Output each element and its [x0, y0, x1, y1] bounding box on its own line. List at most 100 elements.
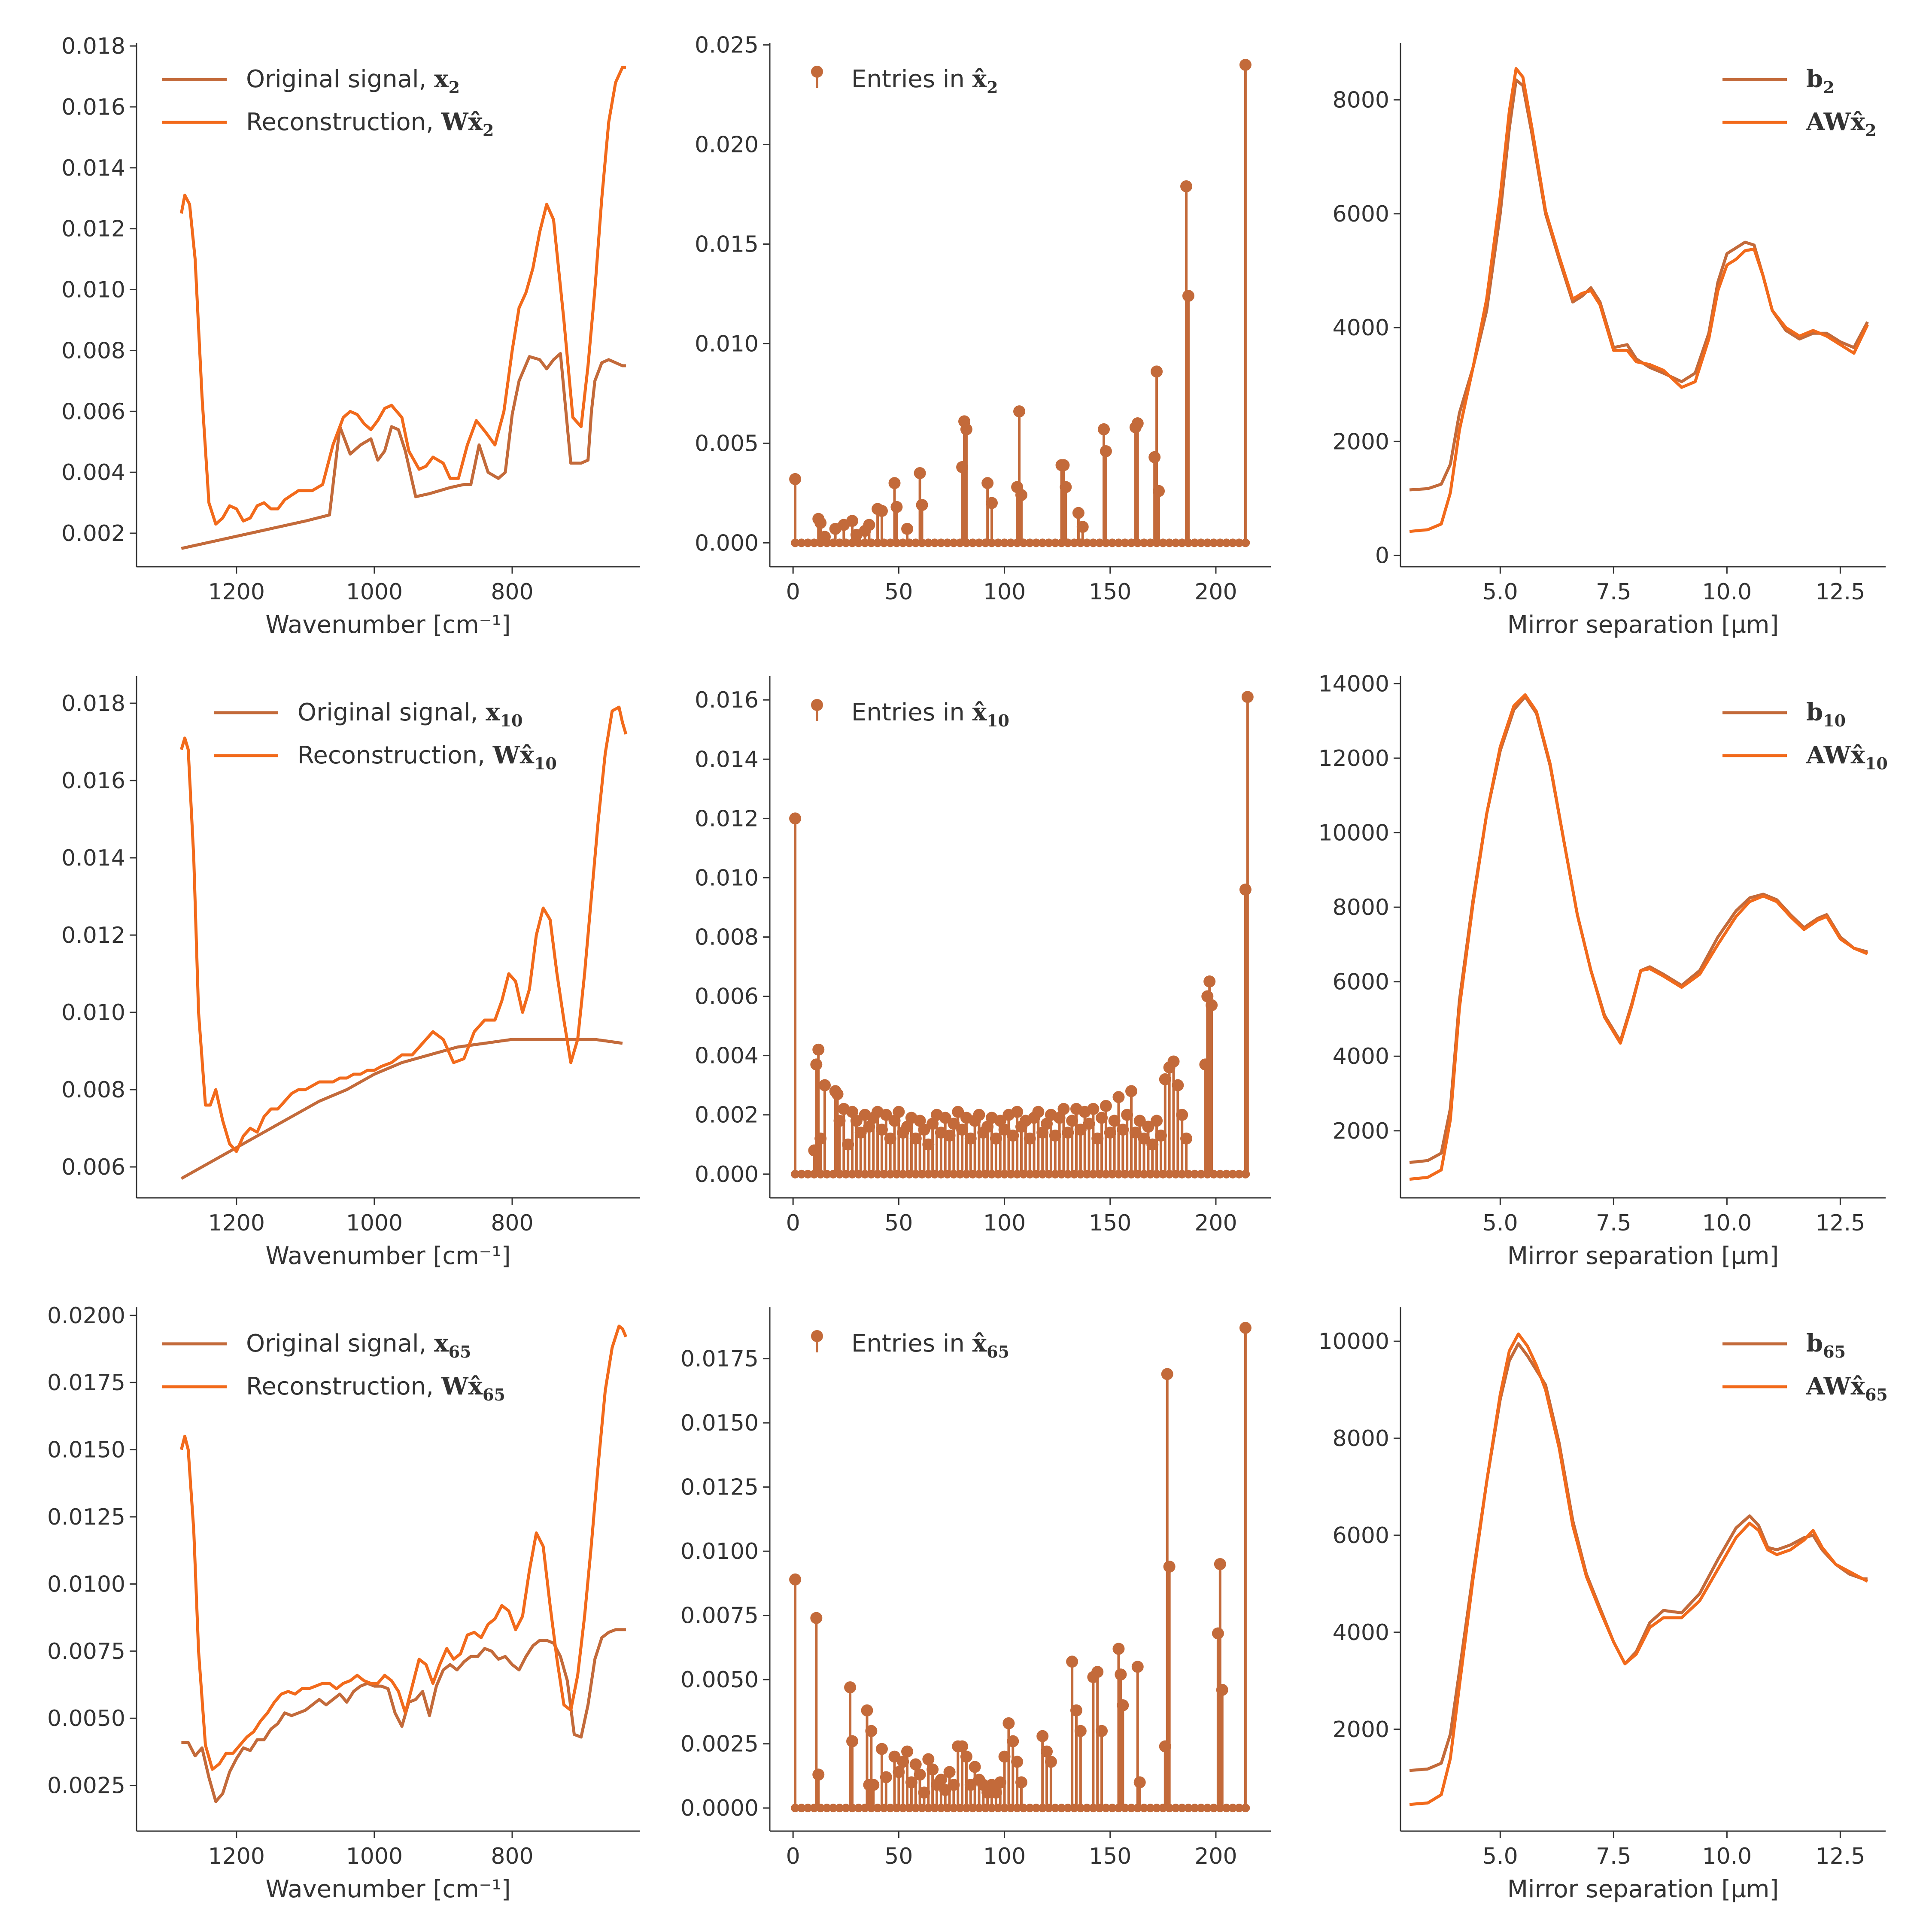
y-tick-label: 0.0100: [47, 1571, 125, 1597]
stem-zero-marker: [1006, 538, 1015, 547]
y-tick-label: 6000: [1333, 201, 1389, 227]
y-tick-label: 0.014: [695, 747, 759, 772]
legend-subscript: 2: [449, 78, 460, 97]
stem-zero-marker: [1222, 538, 1231, 547]
stem-marker: [927, 1763, 939, 1776]
stem-zero-marker: [899, 538, 908, 547]
y-tick-label: 0.004: [61, 460, 125, 486]
stem-marker: [789, 812, 802, 825]
y-tick-label: 8000: [1333, 1426, 1389, 1452]
y-tick-label: 0.016: [695, 687, 759, 713]
stem-zero-marker: [1051, 1804, 1060, 1813]
stem-marker: [1176, 1109, 1188, 1121]
stem-marker: [812, 1043, 825, 1056]
y-tick-label: 0.006: [61, 1154, 125, 1180]
x-tick-label: 1200: [208, 1844, 265, 1869]
stem-marker: [1096, 1725, 1108, 1737]
y-tick-label: 0.020: [695, 132, 759, 158]
x-tick-label: 0: [786, 579, 800, 605]
stem-zero-marker: [1178, 538, 1187, 547]
y-tick-label: 0.0075: [680, 1603, 759, 1629]
stem-zero-marker: [1121, 538, 1130, 547]
stem-zero-marker: [911, 538, 920, 547]
x-tick-label: 150: [1089, 579, 1131, 605]
y-tick-label: 0.002: [695, 1103, 759, 1128]
series-line-reconstruction: [180, 1324, 628, 1771]
stem-marker: [893, 1106, 905, 1118]
x-tick-label: 10.0: [1702, 1210, 1752, 1236]
y-tick-label: 0.0075: [47, 1639, 125, 1665]
stem-marker: [1060, 481, 1072, 493]
y-tick-label: 0.025: [695, 33, 759, 58]
x-tick-label: 800: [491, 1844, 533, 1869]
panel-row1-col2: 0.000 0.005 0.010 0.015 0.020 0.025 0 50 100 150 2…: [695, 33, 1271, 605]
x-tick-label: 5.0: [1482, 579, 1518, 605]
stem-marker: [890, 501, 903, 513]
series-line-original: [181, 1628, 626, 1803]
stem-marker: [1041, 1745, 1053, 1758]
x-axis-label: Wavenumber [cm⁻¹]: [265, 611, 510, 639]
legend-text: Original signal,: [246, 1330, 434, 1358]
stem-marker: [1087, 1103, 1100, 1115]
stem-zero-marker: [1235, 538, 1244, 547]
stem-marker: [939, 1112, 951, 1124]
y-tick-label: 4000: [1333, 1620, 1389, 1646]
stem-zero-marker: [1209, 1804, 1218, 1813]
legend-math: x̂: [972, 65, 987, 93]
stem-marker: [969, 1761, 981, 1773]
stem-zero-marker: [1032, 538, 1041, 547]
x-tick-label: 50: [884, 1844, 913, 1869]
stem-zero-marker: [873, 1804, 882, 1813]
stem-zero-marker: [993, 538, 1002, 547]
legend-label: b65: [1806, 1329, 1846, 1361]
stem-zero-marker: [1146, 538, 1155, 547]
y-tick-label: 0.0025: [47, 1773, 125, 1799]
x-tick-label: 1200: [208, 579, 265, 605]
stem-marker: [1216, 1684, 1228, 1696]
stem-zero-marker: [1082, 538, 1091, 547]
stem-zero-marker: [1025, 538, 1034, 547]
stem-zero-marker: [1146, 1804, 1155, 1813]
y-tick-label: 0.0125: [47, 1504, 125, 1530]
legend-label: Original signal, x10: [298, 698, 522, 730]
y-tick-label: 8000: [1333, 88, 1389, 113]
y-tick-label: 6000: [1333, 969, 1389, 995]
stem-marker: [1241, 691, 1254, 703]
x-tick-label: 800: [491, 579, 533, 605]
stem-marker: [1172, 1079, 1184, 1091]
stem-zero-marker: [803, 538, 812, 547]
stem-marker: [1182, 290, 1194, 302]
stem-marker: [819, 1079, 831, 1091]
y-tick-label: 0.004: [695, 1043, 759, 1069]
legend-label: AWx̂2: [1806, 108, 1876, 140]
y-tick-label: 0.0025: [680, 1732, 759, 1757]
legend-subscript: 2: [1865, 121, 1876, 140]
stem-marker: [901, 522, 914, 535]
legend-label: Entries in x̂2: [851, 65, 998, 97]
stem-marker: [1239, 1321, 1252, 1334]
y-tick-label: 4000: [1333, 1044, 1389, 1069]
stem-zero-marker: [1228, 538, 1237, 547]
y-tick-label: 0.012: [61, 923, 125, 948]
stem-zero-marker: [1190, 1804, 1199, 1813]
x-tick-label: 200: [1194, 1844, 1237, 1869]
legend-label: Entries in x̂10: [851, 698, 1009, 730]
stem-marker: [918, 1124, 930, 1136]
stem-zero-marker: [1228, 1170, 1237, 1179]
stem-marker: [1125, 1085, 1138, 1097]
y-tick-label: 0.018: [61, 691, 125, 717]
stem-marker: [1151, 365, 1163, 378]
x-tick-label: 12.5: [1816, 579, 1865, 605]
legend-marker: [811, 1330, 823, 1342]
legend-math: Wx̂: [441, 1372, 483, 1400]
stem-marker: [865, 1725, 878, 1737]
panel-row1-col1: 0.002 0.004 0.006 0.008 0.010 0.012 0.014 0.016…: [61, 33, 640, 639]
stem-marker: [1142, 1121, 1154, 1133]
legend-text: Original signal,: [298, 699, 486, 726]
stem-marker: [1212, 1627, 1224, 1640]
legend-math: b: [1806, 1329, 1823, 1358]
stem-zero-marker: [936, 538, 945, 547]
stem-marker: [1011, 1106, 1024, 1118]
x-tick-label: 150: [1089, 1210, 1131, 1236]
stem-zero-marker: [1025, 1804, 1034, 1813]
